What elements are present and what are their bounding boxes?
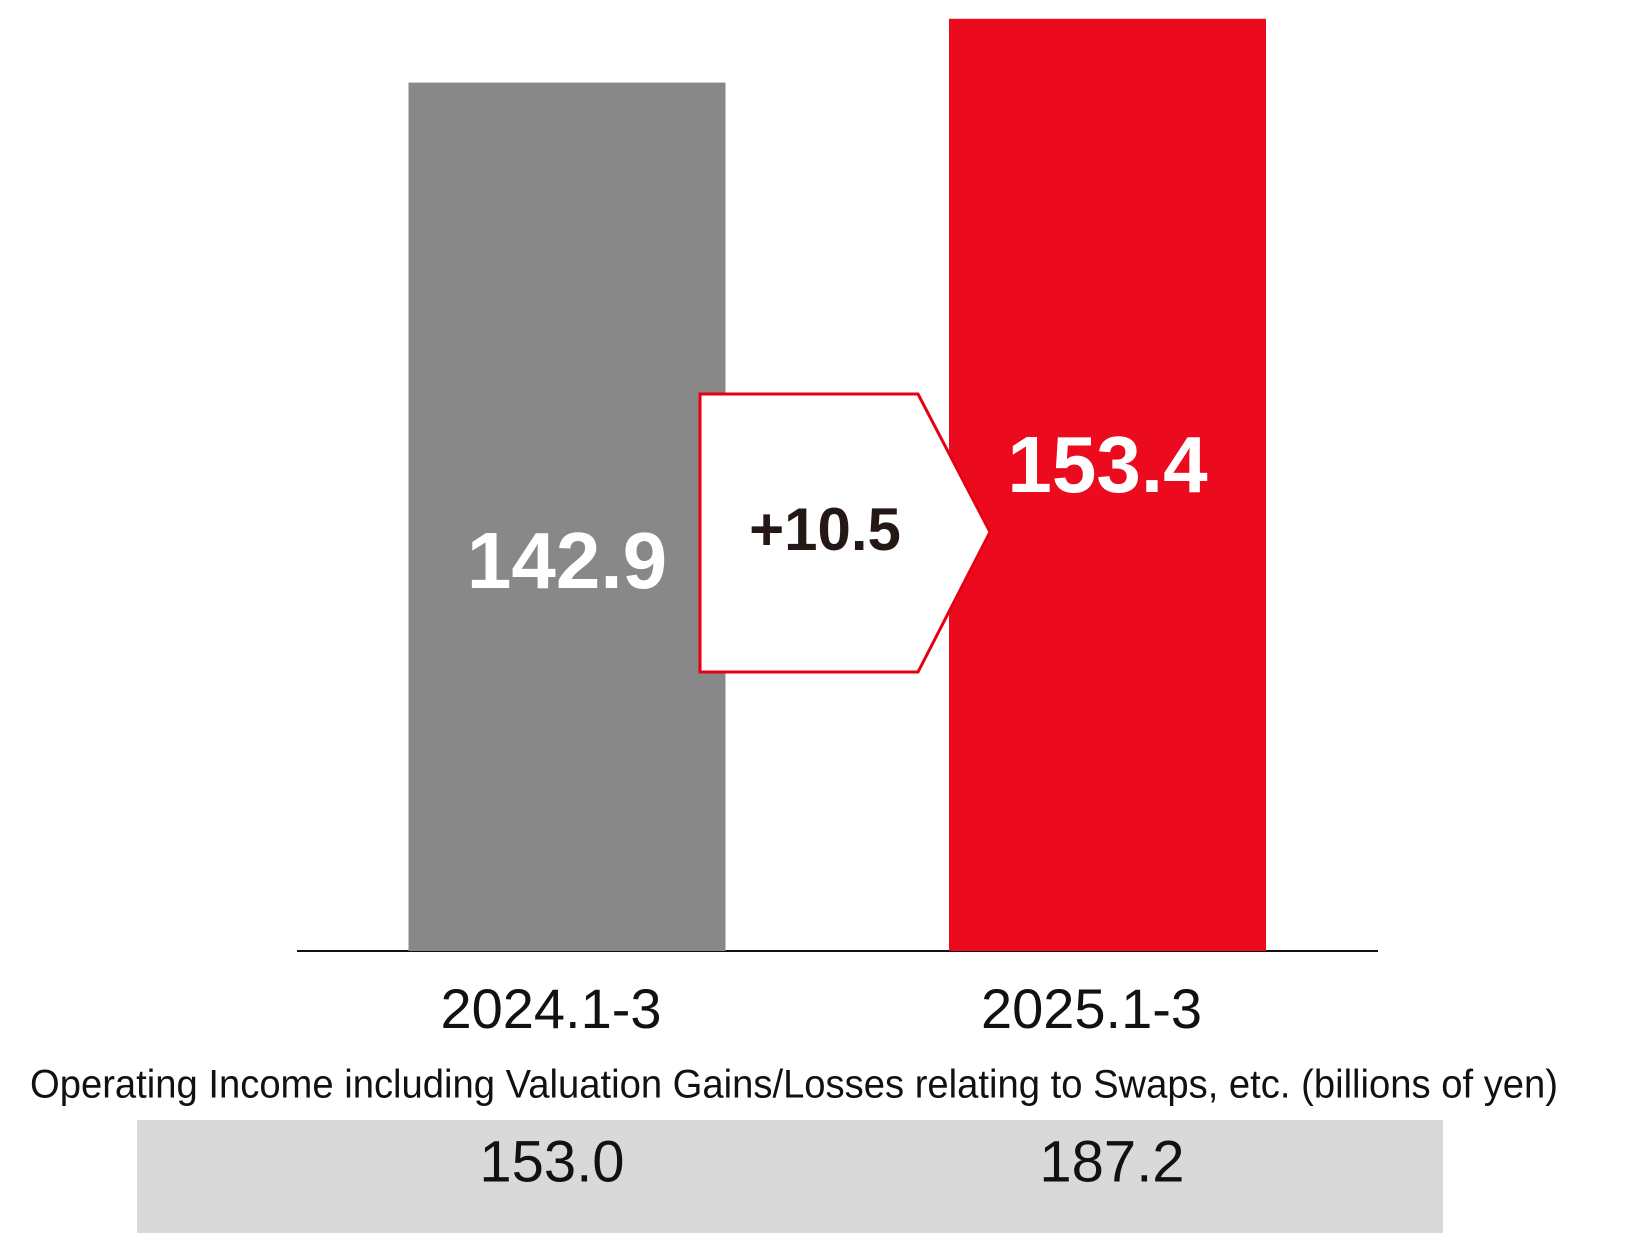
bar: [949, 18, 1266, 952]
value-label: 153.4: [1007, 420, 1208, 509]
table-row-background: [137, 1120, 1443, 1233]
table-value: 187.2: [1039, 1129, 1184, 1194]
note: Operating Income including Valuation Gai…: [30, 1063, 1558, 1107]
bar: [408, 82, 726, 952]
x-tick-label: 2024.1-3: [440, 977, 661, 1040]
table-value: 153.0: [479, 1129, 624, 1194]
x-tick-label: 2025.1-3: [981, 977, 1202, 1040]
change-arrow: [698, 392, 992, 674]
change-annotation: +10.5: [749, 496, 901, 563]
value-label: 142.9: [467, 516, 667, 605]
